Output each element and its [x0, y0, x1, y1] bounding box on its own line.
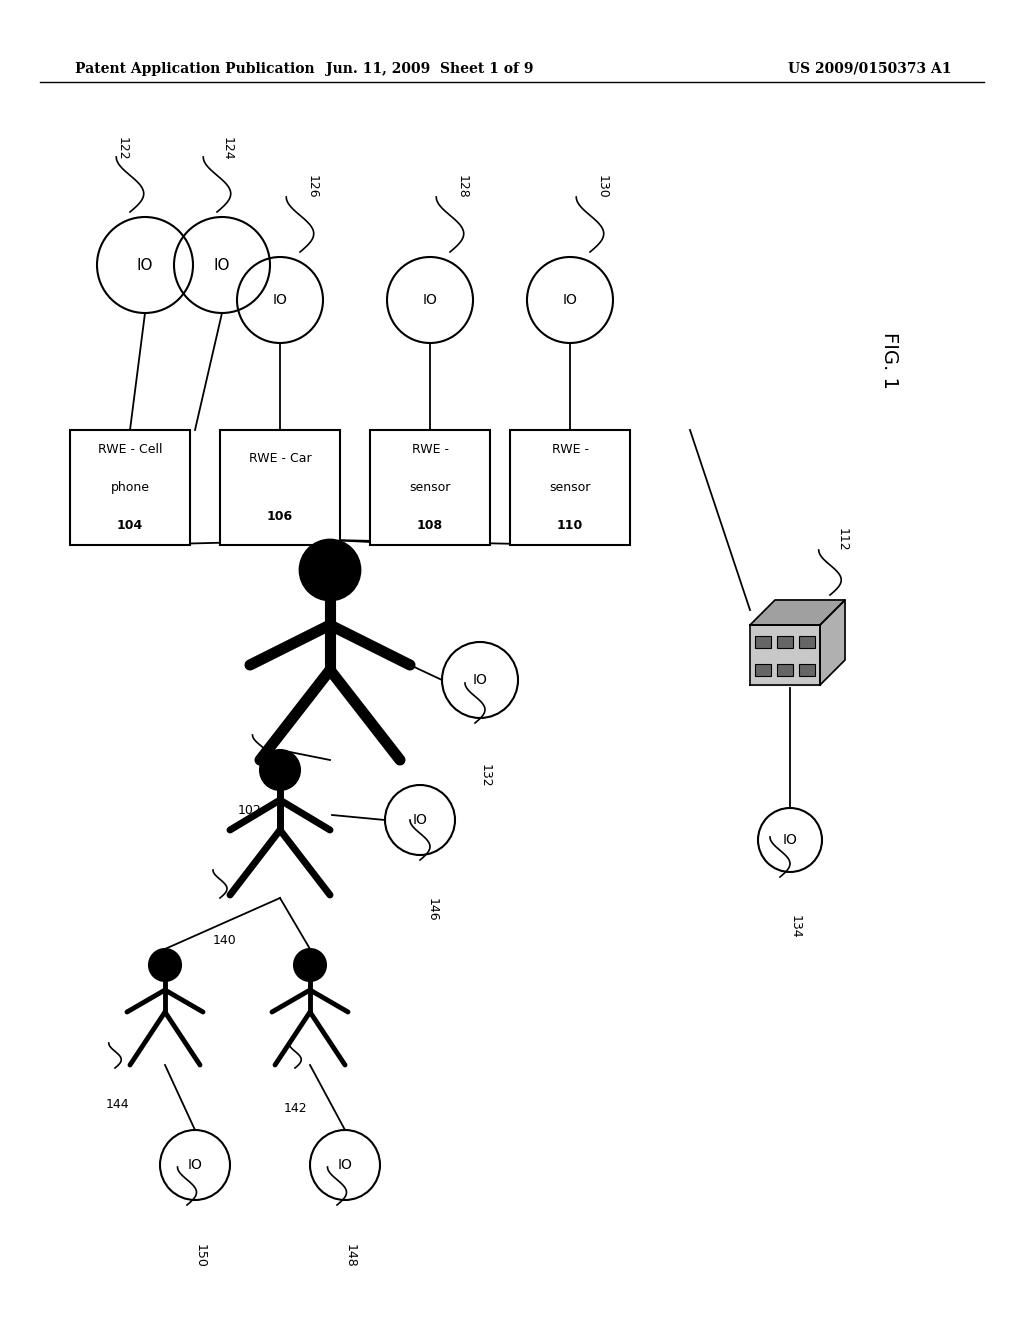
Circle shape — [294, 949, 326, 981]
Text: 112: 112 — [836, 528, 849, 552]
Text: IO: IO — [782, 833, 798, 847]
Text: 132: 132 — [478, 764, 492, 788]
Text: IO: IO — [187, 1158, 203, 1172]
Text: 124: 124 — [220, 137, 233, 161]
FancyBboxPatch shape — [510, 430, 630, 545]
Text: RWE - Car: RWE - Car — [249, 453, 311, 465]
Text: 122: 122 — [116, 137, 128, 161]
Circle shape — [300, 540, 360, 601]
Text: Jun. 11, 2009  Sheet 1 of 9: Jun. 11, 2009 Sheet 1 of 9 — [327, 62, 534, 77]
Text: 128: 128 — [456, 176, 469, 199]
Text: RWE -: RWE - — [552, 442, 589, 455]
Text: 150: 150 — [194, 1243, 207, 1269]
Text: US 2009/0150373 A1: US 2009/0150373 A1 — [788, 62, 951, 77]
Text: 106: 106 — [267, 510, 293, 523]
Text: Patent Application Publication: Patent Application Publication — [75, 62, 314, 77]
Text: 130: 130 — [596, 176, 608, 199]
Text: RWE - Cell: RWE - Cell — [97, 442, 162, 455]
Text: IO: IO — [562, 293, 578, 308]
Text: 134: 134 — [788, 915, 802, 939]
Text: IO: IO — [214, 257, 230, 272]
Text: IO: IO — [338, 1158, 352, 1172]
Text: 108: 108 — [417, 519, 443, 532]
FancyBboxPatch shape — [70, 430, 190, 545]
Text: phone: phone — [111, 480, 150, 494]
Text: sensor: sensor — [549, 480, 591, 494]
FancyBboxPatch shape — [799, 636, 815, 648]
FancyBboxPatch shape — [370, 430, 490, 545]
FancyBboxPatch shape — [777, 636, 793, 648]
FancyBboxPatch shape — [777, 664, 793, 676]
Text: IO: IO — [472, 673, 487, 686]
Text: IO: IO — [137, 257, 154, 272]
Text: 142: 142 — [284, 1101, 307, 1114]
Text: RWE -: RWE - — [412, 442, 449, 455]
Text: FIG. 1: FIG. 1 — [881, 331, 899, 388]
Text: IO: IO — [423, 293, 437, 308]
Text: 110: 110 — [557, 519, 583, 532]
FancyBboxPatch shape — [799, 664, 815, 676]
Polygon shape — [820, 601, 845, 685]
Text: 140: 140 — [213, 933, 237, 946]
Circle shape — [150, 949, 181, 981]
Text: 148: 148 — [343, 1245, 356, 1269]
Text: 144: 144 — [105, 1098, 129, 1111]
Text: 102: 102 — [239, 804, 262, 817]
FancyBboxPatch shape — [755, 664, 771, 676]
Text: 126: 126 — [305, 176, 318, 199]
Text: 104: 104 — [117, 519, 143, 532]
Text: IO: IO — [413, 813, 427, 828]
Text: IO: IO — [272, 293, 288, 308]
FancyBboxPatch shape — [755, 636, 771, 648]
Circle shape — [260, 750, 300, 789]
Polygon shape — [750, 601, 845, 624]
Text: 146: 146 — [426, 898, 438, 921]
Polygon shape — [750, 624, 820, 685]
Text: sensor: sensor — [410, 480, 451, 494]
FancyBboxPatch shape — [220, 430, 340, 545]
